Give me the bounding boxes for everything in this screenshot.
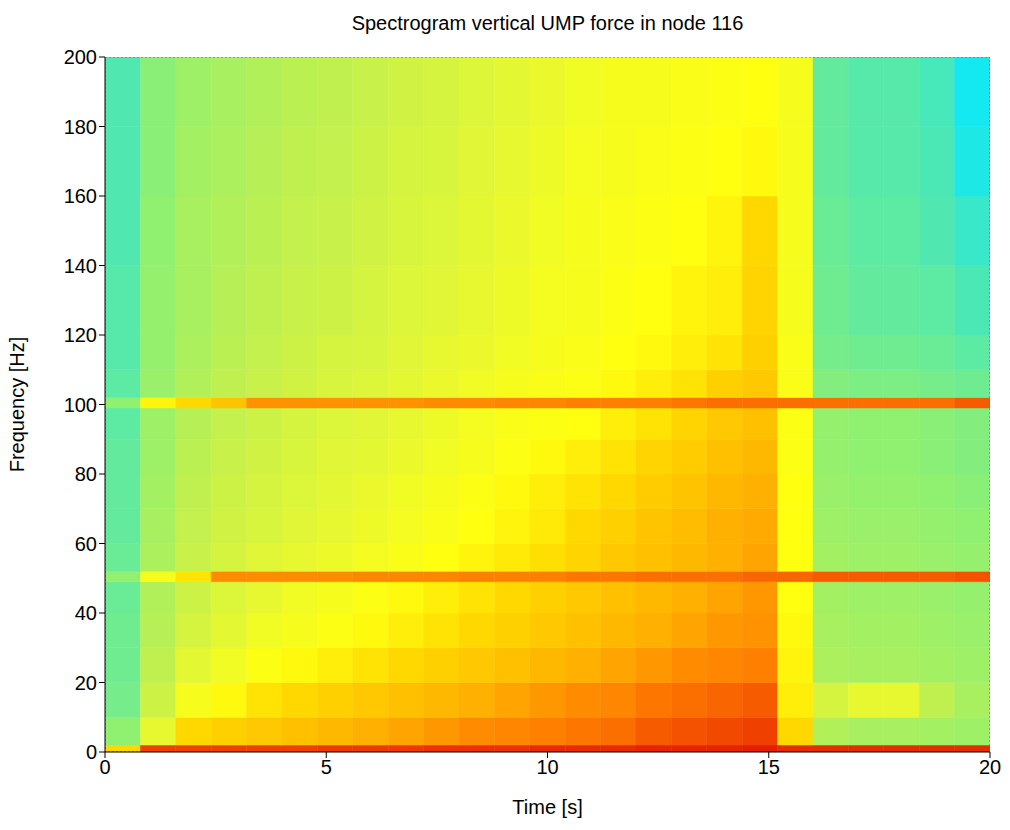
svg-text:60: 60 [75,533,97,555]
html-text:Spectrogram vertical UMP force: Spectrogram vertical UMP force in node 1… [351,12,744,34]
svg-text:20: 20 [979,756,1001,778]
svg-text:20: 20 [75,672,97,694]
svg-text:15: 15 [758,756,780,778]
svg-text:120: 120 [64,324,97,346]
svg-text:140: 140 [64,255,97,277]
svg-text:100: 100 [64,394,97,416]
svg-text:200: 200 [64,46,97,68]
svg-text:Time [s]: Time [s] [512,796,582,818]
svg-text:40: 40 [75,602,97,624]
svg-text:5: 5 [321,756,332,778]
svg-text:0: 0 [86,741,97,763]
svg-text:180: 180 [64,116,97,138]
svg-text:0: 0 [99,756,110,778]
svg-text:160: 160 [64,185,97,207]
svg-text:10: 10 [536,756,558,778]
svg-text:80: 80 [75,463,97,485]
svg-text:Frequency [Hz]: Frequency [Hz] [6,337,28,473]
